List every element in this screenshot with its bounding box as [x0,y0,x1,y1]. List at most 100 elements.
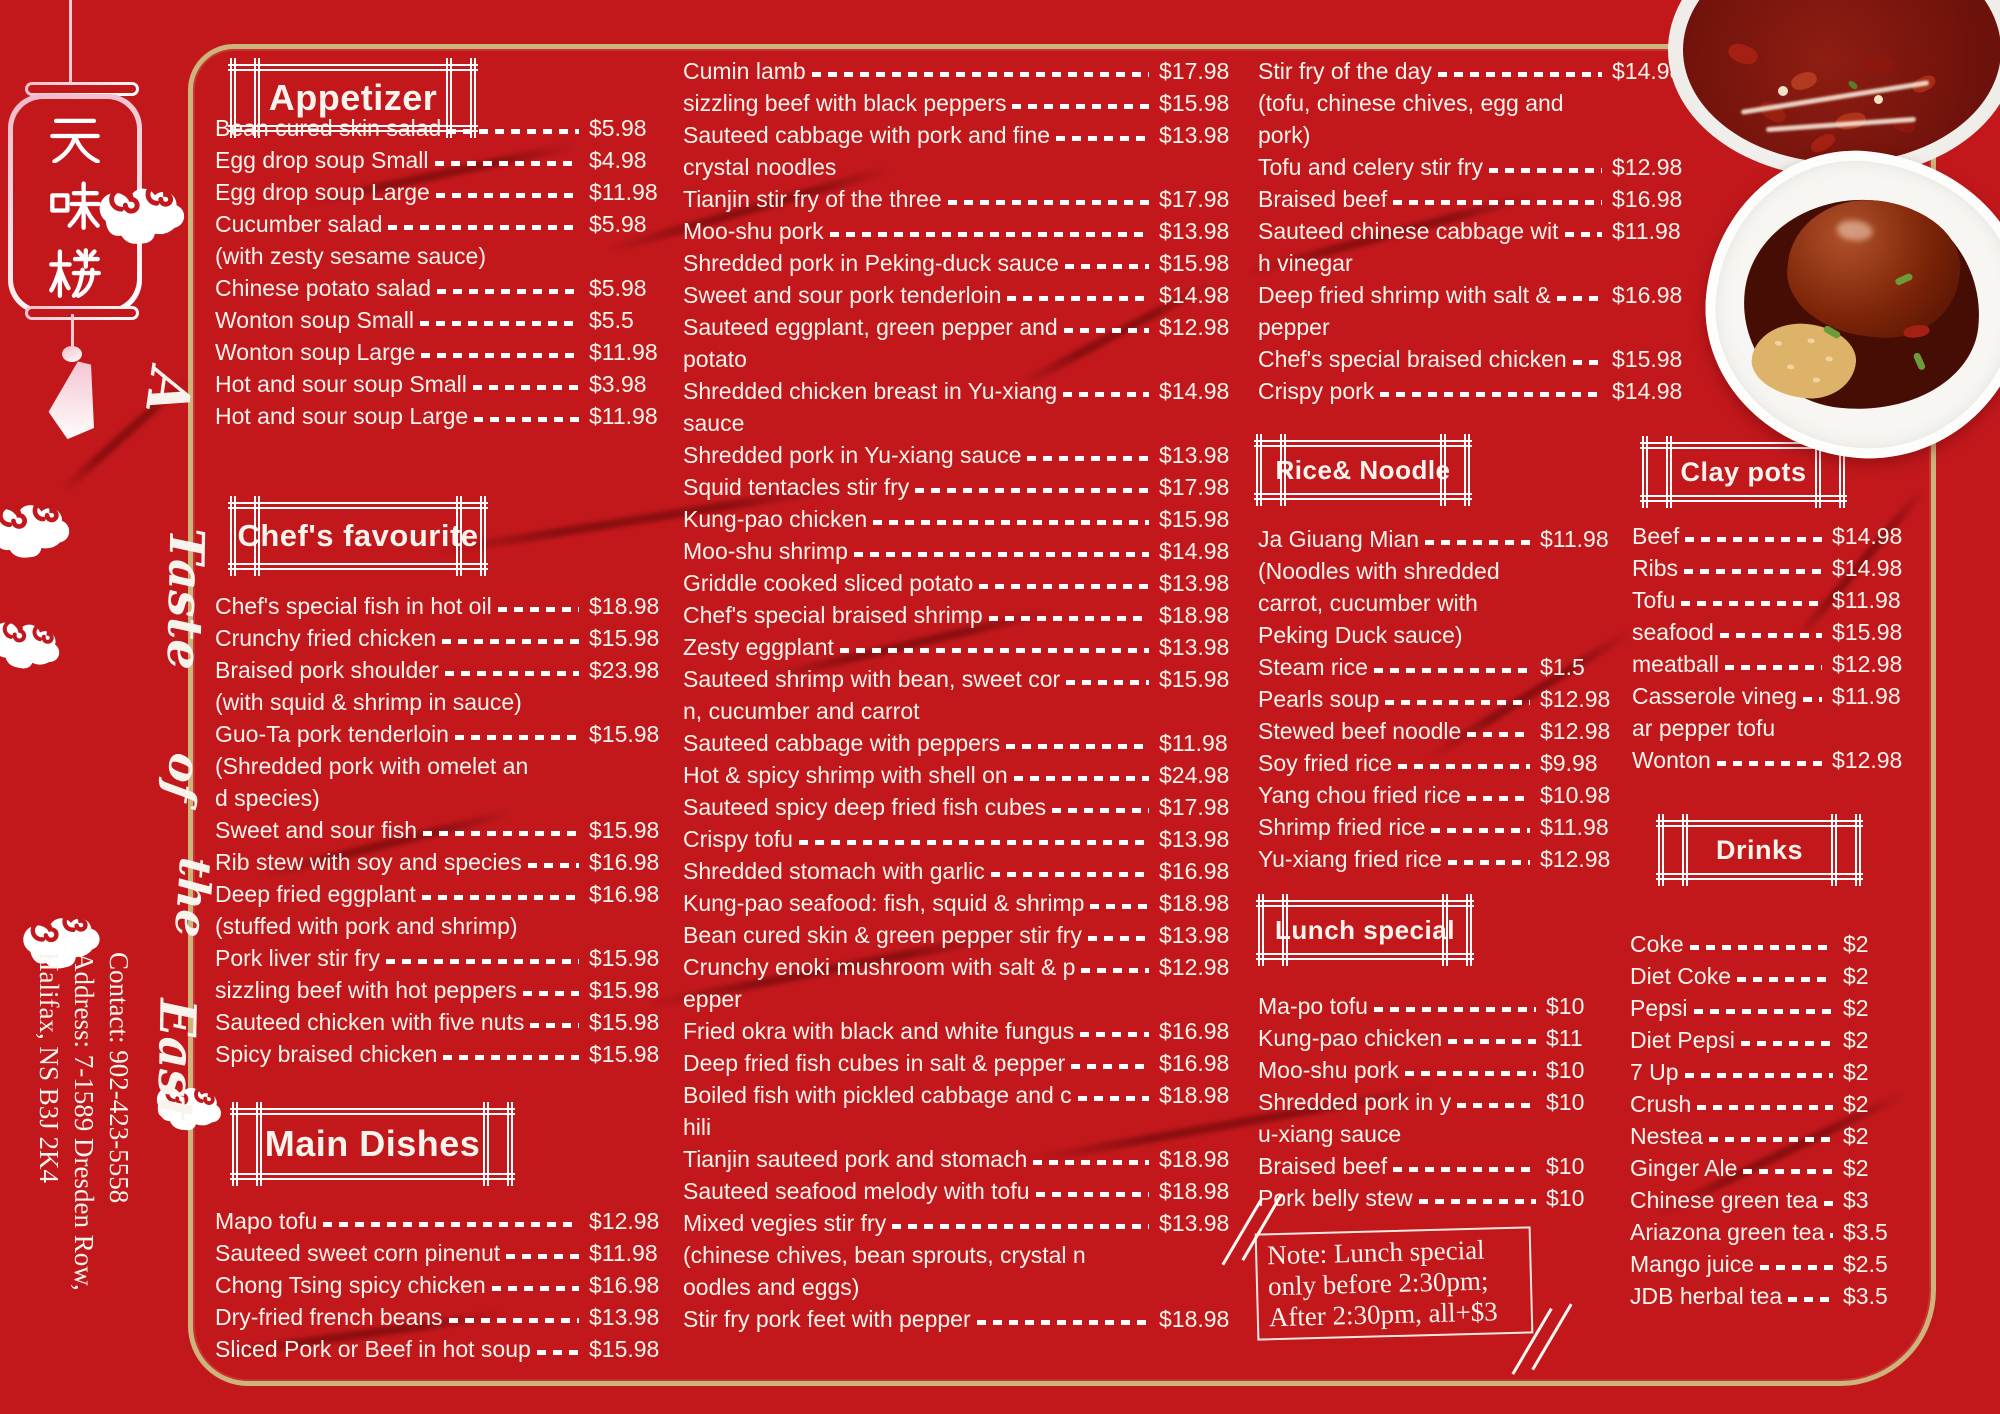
menu-item: Kung-pao chicken $11 [1258,1022,1600,1054]
item-price: $18.98 [1159,1306,1230,1332]
dotted-leader [1697,1104,1833,1110]
item-price: $13.98 [1159,634,1230,660]
dotted-leader [421,352,579,358]
rice-noodle-list: Ja Giuang Mian $11.98 (Noodles with shre… [1258,523,1616,875]
section-header-lunch-special: Lunch special [1256,894,1474,966]
dotted-leader [1830,1232,1833,1238]
menu-item: Spicy braised chicken $15.98 [215,1038,675,1070]
menu-item: Bean cured skin salad $5.98 [215,112,675,144]
chinese-character-wei [50,181,101,230]
menu-item: Mixed vegies stir fry $13.98 [683,1207,1235,1239]
item-price: $18.98 [1159,1082,1230,1108]
section-header-drinks: Drinks [1656,814,1863,886]
dotted-leader [527,862,579,868]
menu-item: Chinese potato salad $5.98 [215,272,675,304]
item-price: $14.98 [1159,282,1230,308]
item-price: $5.98 [589,211,647,237]
item-price: $3.5 [1843,1219,1888,1245]
dotted-leader [1488,167,1602,173]
menu-item: oodles and eggs) [683,1274,860,1300]
menu-item: Hot & spicy shrimp with shell on $24.98 [683,759,1235,791]
menu-item: n, cucumber and carrot [683,698,920,724]
menu-item: Sauteed spicy deep fried fish cubes $17.… [683,791,1235,823]
menu-item: Wonton soup Large $11.98 [215,336,675,368]
item-price: $11.98 [589,179,658,205]
dotted-leader [1448,1038,1536,1044]
chefs-favourite-list: Chef's special fish in hot oil $18.98 Cr… [215,590,675,1070]
item-price: $15.98 [589,1009,660,1035]
dotted-leader [1681,600,1822,606]
item-price: $18.98 [1159,890,1230,916]
item-price: $14.98 [1159,378,1230,404]
menu-panel-border [188,44,1936,1386]
dotted-leader [811,71,1149,77]
item-price: $16.98 [589,849,660,875]
dotted-leader [506,1253,579,1259]
item-price: $13.98 [1159,1210,1230,1236]
item-price: $3.98 [589,371,647,397]
lantern [8,94,142,314]
menu-item: Deep fried eggplant $16.98 [215,878,675,910]
menu-item: Stewed beef noodle $12.98 [1258,715,1616,747]
menu-item: Egg drop soup Small $4.98 [215,144,675,176]
menu-item: Stir fry of the day $14.98 [1258,55,1690,87]
menu-item: pork) [1258,122,1311,148]
dotted-leader [1564,231,1602,237]
menu-item: Shredded pork in Yu-xiang sauce $13.98 [683,439,1235,471]
item-price: $14.98 [1832,523,1903,549]
dotted-leader [947,199,1149,205]
dotted-leader [1684,568,1822,574]
menu-item: Tianjin sauteed pork and stomach $18.98 [683,1143,1235,1175]
menu-item: Sauteed eggplant, green pepper and $12.9… [683,311,1235,343]
menu-item: Chong Tsing spicy chicken $16.98 [215,1269,675,1301]
item-price: $10 [1546,1057,1585,1083]
item-price: $16.98 [1612,282,1683,308]
item-price: $2 [1843,995,1869,1021]
menu-item: Ribs $14.98 [1632,552,1914,584]
dotted-leader [454,734,579,740]
dotted-leader [1007,295,1149,301]
section-header-chefs-favourite: Chef's favourite [228,496,488,576]
menu-item: Moo-shu shrimp $14.98 [683,535,1235,567]
dotted-leader [447,128,579,134]
menu-item: JDB herbal tea $3.5 [1630,1280,1905,1312]
menu-item: d species) [215,785,320,811]
item-price: $3 [1843,1187,1869,1213]
menu-item: Sauteed sweet corn pinenut $11.98 [215,1237,675,1269]
dotted-leader [421,894,579,900]
item-price: $3.5 [1843,1283,1888,1309]
menu-item: Braised beef $16.98 [1258,183,1690,215]
dotted-leader [448,1317,579,1323]
menu-item: Ginger Ale $2 [1630,1152,1905,1184]
menu-item: Hot and sour soup Large $11.98 [215,400,675,432]
menu-item: Crush $2 [1630,1088,1905,1120]
menu-item: Squid tentacles stir fry $17.98 [683,471,1235,503]
item-price: $9.98 [1540,750,1598,776]
dotted-leader [1071,1063,1149,1069]
item-price: $13.98 [1159,218,1230,244]
item-price: $12.98 [1540,846,1611,872]
section-header-appetizer: Appetizer [228,58,478,138]
menu-item: Pork liver stir fry $15.98 [215,942,675,974]
menu-item: 7 Up $2 [1630,1056,1905,1088]
menu-item: Sliced Pork or Beef in hot soup $15.98 [215,1333,675,1365]
menu-item: sizzling beef with black peppers $15.98 [683,87,1235,119]
item-price: $10.98 [1540,782,1611,808]
spicy-dish [1683,0,2000,163]
menu-item: Coke $2 [1630,928,1905,960]
section-header-rice-noodle: Rice& Noodle [1254,434,1472,506]
item-price: $10 [1546,1153,1585,1179]
item-price: $11.98 [589,403,658,429]
dotted-leader [1802,696,1822,702]
menu-item: Ja Giuang Mian $11.98 [1258,523,1616,555]
item-price: $23.98 [589,657,660,683]
menu-item: Boiled fish with pickled cabbage and c $… [683,1079,1235,1111]
cloud-icon [0,499,70,558]
item-price: $17.98 [1159,186,1230,212]
dotted-leader [437,288,579,294]
item-price: $15.98 [589,721,660,747]
menu-item: (with squid & shrimp in sauce) [215,689,522,715]
item-price: $12.98 [1612,154,1683,180]
appetizer-list: Bean cured skin salad $5.98 Egg drop sou… [215,112,675,432]
dotted-leader [1743,1168,1833,1174]
